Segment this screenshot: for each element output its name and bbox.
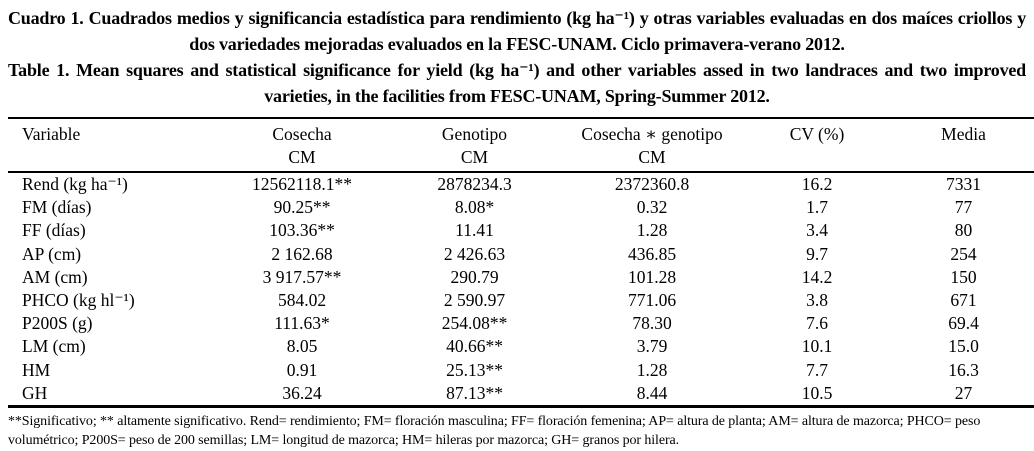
cell-variable: AM (cm) [22,266,88,287]
column-subheader-cm: CM [638,147,666,167]
column-header-cosecha: Cosecha CM [212,118,392,172]
cell-cv: 3.8 [806,290,828,311]
cell-cv: 3.4 [806,220,828,241]
cell-cosecha: 111.63* [274,313,330,334]
cell-genotipo: 2 426.63 [443,243,506,264]
cell-media: 254 [950,243,977,264]
table-row: FF (días) 103.36** 11.41 1.28 3.4 80 [8,219,1034,242]
cell-interaction: 436.85 [627,243,677,264]
caption-english: Table 1. Mean squares and statistical si… [8,60,1026,106]
cell-interaction: 771.06 [627,290,677,311]
cell-media: 671 [950,290,977,311]
column-header-variable: Variable [22,124,81,144]
cell-interaction: 2372360.8 [614,174,690,194]
cell-variable: LM (cm) [22,336,86,357]
cell-media: 7331 [946,174,981,194]
cell-media: 77 [954,197,973,218]
cell-variable: Rend (kg ha⁻¹) [22,174,128,194]
cell-cosecha: 584.02 [277,290,327,311]
cell-genotipo: 40.66** [446,336,503,357]
cell-variable: GH [22,382,48,403]
cell-cv: 1.7 [806,197,828,218]
cell-interaction: 101.28 [627,266,677,287]
column-subheader-cm: CM [288,147,316,167]
cell-genotipo: 254.08** [441,313,508,334]
cell-cosecha: 0.91 [286,359,318,380]
cell-cv: 10.1 [801,336,833,357]
cell-cv: 7.6 [806,313,828,334]
header-row: Variable Cosecha CM Genotipo CM Cosecha … [8,118,1034,172]
cell-media: 69.4 [948,313,979,334]
cell-cosecha: 12562118.1** [252,174,352,194]
cell-interaction: 0.32 [636,197,668,218]
cell-genotipo: 2 590.97 [443,290,506,311]
cell-cv: 14.2 [801,266,833,287]
cell-cv: 7.7 [806,359,828,380]
table-header: Variable Cosecha CM Genotipo CM Cosecha … [8,118,1034,172]
column-header-media: Media [941,124,986,144]
cell-variable: HM [22,359,51,380]
table-footnote: **Significativo; ** altamente significat… [8,414,981,449]
table-row: LM (cm) 8.05 40.66** 3.79 10.1 15.0 [8,335,1034,358]
table-row: PHCO (kg hl⁻¹) 584.02 2 590.97 771.06 3.… [8,289,1034,312]
table-row: HM 0.91 25.13** 1.28 7.7 16.3 [8,359,1034,382]
cell-cv: 9.7 [806,243,828,264]
column-subheader-cm: CM [460,147,489,167]
cell-media: 16.3 [948,359,979,380]
cell-genotipo: 87.13** [446,382,503,403]
table-body: Rend (kg ha⁻¹) 12562118.1** 2878234.3 23… [8,172,1034,407]
cell-interaction: 78.30 [632,313,672,334]
cell-variable: FF (días) [22,220,86,241]
cell-cosecha: 36.24 [282,382,322,403]
table-row: GH 36.24 87.13** 8.44 10.5 27 [8,382,1034,407]
cell-interaction: 8.44 [636,382,668,403]
cell-genotipo: 25.13** [446,359,503,380]
cell-variable: PHCO (kg hl⁻¹) [22,290,135,311]
cell-cv: 16.2 [801,174,833,194]
table-row: Rend (kg ha⁻¹) 12562118.1** 2878234.3 23… [8,172,1034,196]
cell-interaction: 1.28 [636,220,668,241]
cell-cosecha: 90.25** [273,197,331,218]
table-row: P200S (g) 111.63* 254.08** 78.30 7.6 69.… [8,312,1034,335]
cell-variable: P200S (g) [22,313,93,334]
cell-variable: FM (días) [22,197,92,218]
cell-variable: AP (cm) [22,243,82,264]
cell-media: 150 [950,266,977,287]
cell-cosecha: 3 917.57** [262,266,342,287]
cell-cosecha: 2 162.68 [271,243,333,264]
cell-genotipo: 290.79 [450,266,499,287]
table-row: AP (cm) 2 162.68 2 426.63 436.85 9.7 254 [8,243,1034,266]
column-header-cv: CV (%) [789,124,845,144]
cell-cosecha: 8.05 [286,336,318,357]
cell-genotipo: 11.41 [455,220,494,241]
cell-media: 80 [954,220,973,241]
cell-cosecha: 103.36** [269,220,335,241]
cell-cv: 10.5 [801,382,833,403]
cell-interaction: 3.79 [636,336,668,357]
mean-squares-table: Variable Cosecha CM Genotipo CM Cosecha … [8,117,1034,409]
table-row: FM (días) 90.25** 8.08* 0.32 1.7 77 [8,196,1034,219]
cell-genotipo: 2878234.3 [437,174,512,194]
table-caption: Cuadro 1. Cuadrados medios y significanc… [8,5,1026,109]
table-row: AM (cm) 3 917.57** 290.79 101.28 14.2 15… [8,266,1034,289]
column-header-genotipo: Genotipo CM [392,118,557,172]
cell-interaction: 1.28 [636,359,668,380]
column-header-interaction: Cosecha ∗ genotipo CM [557,118,747,172]
cell-genotipo: 8.08* [454,197,495,218]
caption-spanish: Cuadro 1. Cuadrados medios y significanc… [8,8,1026,54]
cell-media: 15.0 [948,336,979,357]
cell-media: 27 [954,382,973,403]
